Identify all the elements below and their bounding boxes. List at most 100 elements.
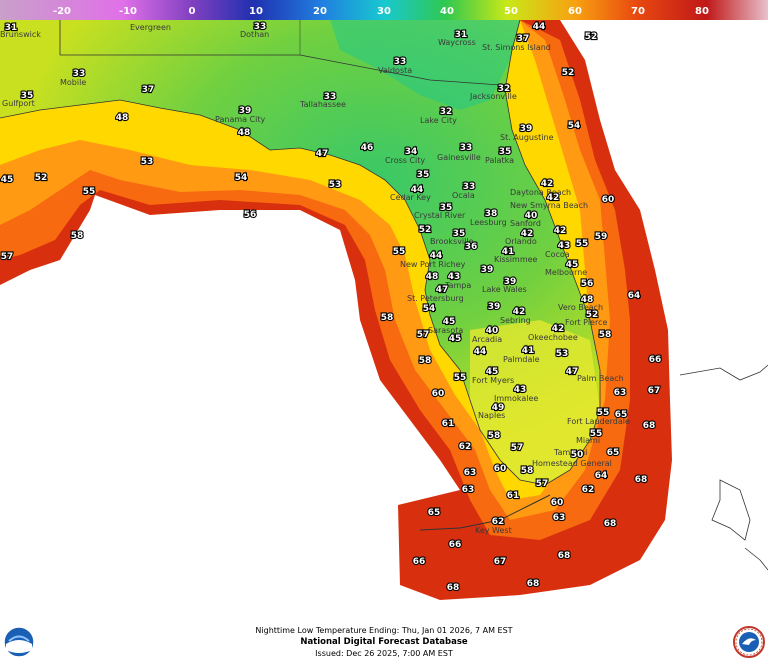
- temp-value: 48: [426, 272, 439, 282]
- city-label: Sarasota: [428, 326, 463, 335]
- temp-value: 39: [488, 302, 501, 312]
- temp-value: 53: [141, 157, 154, 167]
- legend-labels: -20 -10 0 10 20 30 40 50 60 70 80: [53, 6, 709, 17]
- temp-value: 52: [419, 225, 432, 235]
- temp-value: 62: [459, 442, 472, 452]
- temp-value: 54: [568, 121, 581, 131]
- city-label: Cross City: [385, 156, 425, 165]
- temp-value: 37: [142, 85, 155, 95]
- bahamas-island-north: [679, 364, 768, 381]
- temp-value: 62: [582, 485, 595, 495]
- temp-value: 33: [324, 92, 337, 102]
- temp-value: 52: [586, 310, 599, 320]
- bahamas-island-south: [744, 547, 768, 571]
- city-label: Fort Lauderdale: [567, 417, 630, 426]
- temp-value: 33: [463, 182, 476, 192]
- city-label: Fort Myers: [472, 376, 514, 385]
- legend-label: 20: [313, 6, 327, 17]
- city-label: Brooksville: [430, 237, 474, 246]
- temp-value: 53: [329, 180, 342, 190]
- temp-value: 67: [494, 557, 507, 567]
- temp-value: 52: [35, 173, 48, 183]
- temp-value: 32: [498, 84, 511, 94]
- temp-value: 66: [449, 540, 462, 550]
- temp-value: 63: [464, 468, 477, 478]
- temp-value: 38: [485, 209, 498, 219]
- state-border-fl-ga: [60, 54, 501, 86]
- legend-label: 40: [440, 6, 454, 17]
- temp-value: 53: [556, 349, 569, 359]
- bahamas-island: [711, 479, 751, 541]
- temp-value: 48: [238, 128, 251, 138]
- city-label: Miami: [576, 436, 600, 445]
- city-label: Palmdale: [503, 355, 540, 364]
- temp-value: 62: [492, 517, 505, 527]
- legend-label: 70: [631, 6, 645, 17]
- temp-value: 33: [394, 57, 407, 67]
- city-label: Evergreen: [130, 23, 171, 32]
- city-label: Dothan: [240, 30, 269, 39]
- legend-label: 30: [377, 6, 391, 17]
- temp-value: 60: [602, 195, 615, 205]
- temp-value: 56: [244, 210, 257, 220]
- temp-value: 55: [590, 429, 603, 439]
- temp-value: 55: [83, 187, 96, 197]
- city-label: Palatka: [485, 156, 514, 165]
- temp-value: 39: [504, 277, 517, 287]
- temp-value: 31: [455, 30, 468, 40]
- temp-value: 45: [1, 175, 14, 185]
- temp-value: 47: [566, 367, 579, 377]
- temp-value: 39: [239, 106, 252, 116]
- city-label: St. Petersburg: [407, 294, 464, 303]
- city-label: Melbourne: [545, 268, 587, 277]
- city-label: Gulfport: [2, 99, 35, 108]
- legend-label: 80: [695, 6, 709, 17]
- temp-value: 45: [486, 367, 499, 377]
- city-label: Tampa: [444, 281, 471, 290]
- city-label: Ocala: [452, 191, 475, 200]
- city-label: Orlando: [505, 237, 537, 246]
- temp-value: 43: [448, 272, 461, 282]
- valid-time-caption: Nighttime Low Temperature Ending: Thu, J…: [255, 626, 513, 635]
- legend-label: 60: [568, 6, 582, 17]
- legend-label: 0: [189, 6, 196, 17]
- city-label: Fort Pierce: [565, 318, 607, 327]
- legend-label: 50: [504, 6, 518, 17]
- legend-label: -20: [53, 6, 71, 17]
- city-label: St. Augustine: [500, 133, 554, 142]
- nws-logo-icon: [733, 626, 765, 658]
- noaa-logo-icon: [3, 626, 35, 658]
- temp-value: 33: [73, 69, 86, 79]
- city-label: New Smyrna Beach: [510, 201, 588, 210]
- temp-value: 61: [442, 419, 455, 429]
- florida-panhandle-and-peninsula: [0, 20, 600, 485]
- temp-value: 52: [562, 68, 575, 78]
- temp-value: 45: [449, 334, 462, 344]
- temp-value: 44: [411, 185, 424, 195]
- city-label: Cocoa: [545, 250, 570, 259]
- temp-value: 35: [453, 229, 466, 239]
- city-label: Jacksonville: [469, 92, 517, 101]
- temp-value: 68: [643, 421, 656, 431]
- temp-value: 49: [492, 403, 505, 413]
- city-label: New Port Richey: [400, 260, 466, 269]
- temp-value: 45: [566, 260, 579, 270]
- city-label: Crystal River: [414, 211, 466, 220]
- temp-value: 65: [607, 448, 620, 458]
- city-label: Cedar Key: [390, 193, 431, 202]
- city-label: Sanford: [510, 219, 541, 228]
- temp-value: 46: [361, 143, 374, 153]
- temp-value: 44: [430, 251, 443, 261]
- temp-value: 36: [465, 242, 478, 252]
- city-label: Arcadia: [472, 335, 502, 344]
- temp-value: 57: [417, 330, 430, 340]
- temp-value: 65: [428, 508, 441, 518]
- temp-value: 58: [488, 431, 501, 441]
- temp-value: 66: [413, 557, 426, 567]
- city-label: Gainesville: [437, 153, 481, 162]
- temp-value: 42: [552, 324, 565, 334]
- temp-value: 56: [581, 279, 594, 289]
- temp-value: 65: [615, 410, 628, 420]
- temp-value: 44: [474, 347, 487, 357]
